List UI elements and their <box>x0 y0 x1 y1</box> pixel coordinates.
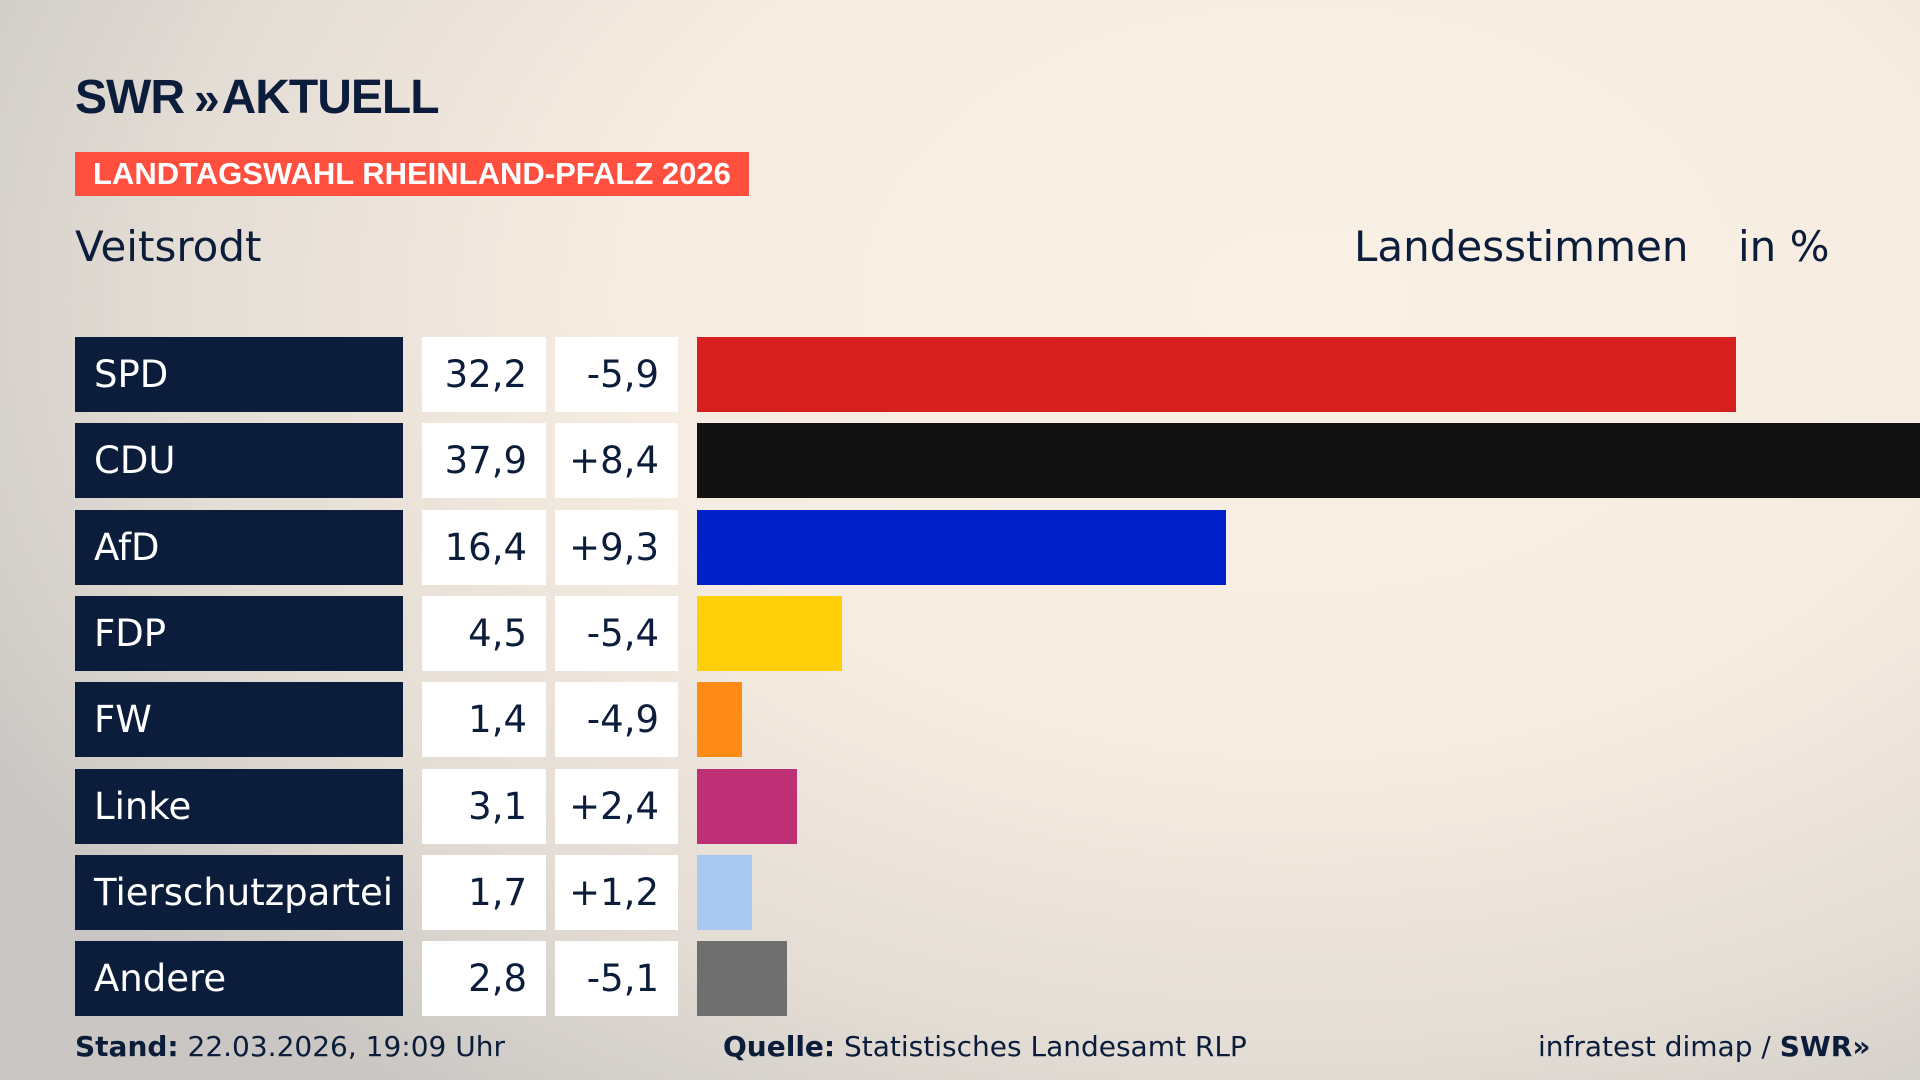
party-label: FW <box>75 682 403 758</box>
bar <box>697 423 1920 499</box>
party-label: AfD <box>75 509 403 585</box>
bar <box>697 941 788 1017</box>
unit-label: in % <box>1738 222 1830 271</box>
party-label: SPD <box>75 337 403 412</box>
value-label: 1,7 <box>422 854 546 930</box>
change-label: +8,4 <box>555 423 678 499</box>
logo-brand: SWR <box>75 71 185 124</box>
bar <box>697 509 1227 585</box>
change-label: +2,4 <box>555 768 678 844</box>
credit: infratest dimap / SWR» <box>1538 1030 1870 1063</box>
party-label: FDP <box>75 595 403 671</box>
party-label: Tierschutzpartei <box>75 854 403 930</box>
swr-aktuell-logo: SWR» AKTUELL <box>75 70 440 125</box>
source: Quelle: Statistisches Landesamt RLP <box>723 1030 1247 1063</box>
stand-label: Stand: <box>75 1030 179 1063</box>
change-label: +1,2 <box>555 854 678 930</box>
value-label: 1,4 <box>422 682 546 758</box>
party-label: Linke <box>75 768 403 844</box>
change-label: -5,4 <box>555 595 678 671</box>
measure-label: Landesstimmen <box>1354 222 1689 271</box>
change-label: -5,9 <box>555 337 678 412</box>
bar <box>697 854 752 930</box>
change-label: -5,1 <box>555 941 678 1017</box>
logo-arrows-icon: » <box>193 71 219 124</box>
value-label: 2,8 <box>422 941 546 1017</box>
stand: Stand: 22.03.2026, 19:09 Uhr <box>75 1030 505 1063</box>
swr-logo-small: SWR» <box>1779 1030 1871 1063</box>
party-label: CDU <box>75 423 403 499</box>
logo-word: AKTUELL <box>221 71 440 124</box>
source-value: Statistisches Landesamt RLP <box>835 1030 1247 1063</box>
value-label: 32,2 <box>422 337 546 412</box>
election-banner: LANDTAGSWAHL RHEINLAND-PFALZ 2026 <box>75 152 749 196</box>
value-label: 3,1 <box>422 768 546 844</box>
stand-value: 22.03.2026, 19:09 Uhr <box>178 1030 505 1063</box>
source-label: Quelle: <box>723 1030 836 1063</box>
value-label: 16,4 <box>422 509 546 585</box>
bar <box>697 768 798 844</box>
chart-title: Veitsrodt <box>75 222 262 271</box>
bar <box>697 682 743 758</box>
bar <box>697 337 1737 412</box>
bar <box>697 595 843 671</box>
change-label: -4,9 <box>555 682 678 758</box>
party-label: Andere <box>75 941 403 1017</box>
credit-text: infratest dimap / <box>1538 1030 1780 1063</box>
change-label: +9,3 <box>555 509 678 585</box>
value-label: 37,9 <box>422 423 546 499</box>
value-label: 4,5 <box>422 595 546 671</box>
